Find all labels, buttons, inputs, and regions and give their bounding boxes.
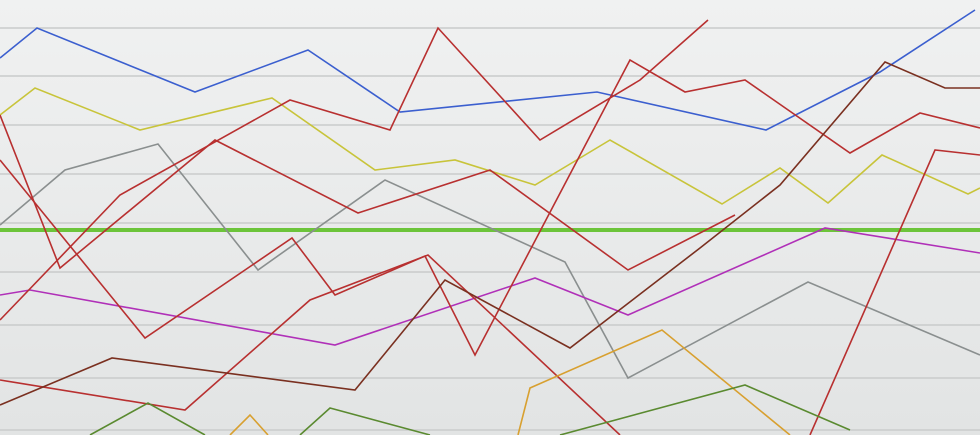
series-line (0, 143, 980, 380)
series-line (0, 254, 621, 435)
series-line (559, 384, 851, 435)
series-line (299, 407, 431, 435)
series-line (0, 9, 976, 131)
series-line (0, 58, 980, 357)
series-line (0, 87, 980, 205)
series-line (809, 149, 980, 435)
series-line (0, 19, 709, 321)
series-line (89, 402, 206, 435)
series-line (229, 413, 269, 435)
series-line (0, 61, 980, 406)
series-line (0, 114, 736, 271)
series-line (517, 329, 791, 435)
series-line (0, 227, 980, 346)
